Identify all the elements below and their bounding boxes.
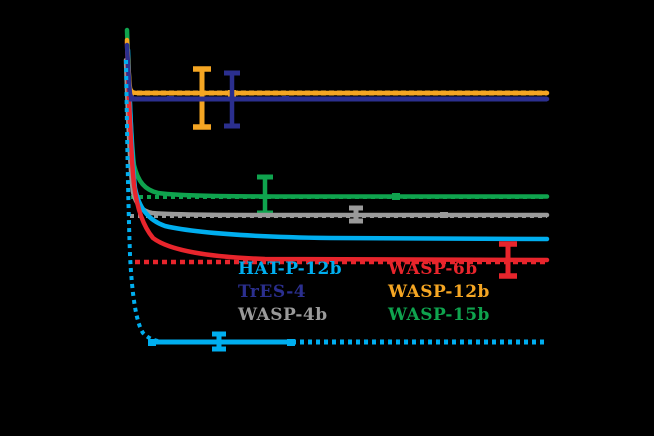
legend-item-wasp-15b: WASP-15b — [388, 305, 490, 325]
series-wasp-6b — [124, 39, 550, 279]
legend-item-wasp-12b: WASP-12b — [388, 282, 490, 302]
errorbar-wasp-6b — [499, 241, 517, 279]
series-hat-p-12b-upper — [125, 47, 550, 242]
curve-hat-p-12b-lower-dotted — [124, 59, 169, 344]
series-tres-4 — [124, 42, 550, 129]
legend: HAT-P-12b WASP-6b TrES-4 WASP-12b WASP-4… — [238, 258, 538, 327]
marker-hat-p-12b-lower-b — [287, 339, 295, 346]
curve-wasp-4b — [123, 57, 550, 218]
marker-wasp-4b — [440, 212, 448, 218]
curve-wasp-6b — [124, 39, 550, 263]
curve-wasp-15b — [124, 27, 550, 199]
curve-hat-p-12b-upper — [125, 47, 550, 242]
legend-item-hat-p-12b: HAT-P-12b — [238, 259, 343, 279]
curve-wasp-12b — [124, 37, 550, 96]
series-hat-p-12b-lower — [124, 59, 547, 352]
series-wasp-12b — [124, 37, 550, 130]
marker-tres-4 — [167, 96, 174, 101]
legend-item-tres-4: TrES-4 — [238, 282, 307, 302]
legend-item-wasp-6b: WASP-6b — [388, 259, 478, 279]
marker-hat-p-12b-lower-a — [148, 339, 156, 346]
marker-wasp-15b — [392, 193, 400, 200]
series-wasp-15b — [124, 27, 550, 216]
errorbar-wasp-4b — [349, 205, 363, 224]
errorbar-tres-4 — [224, 70, 240, 129]
legend-item-wasp-4b: WASP-4b — [238, 305, 328, 325]
errorbar-hat-p-12b-lower — [212, 331, 226, 352]
marker2-tres-4 — [282, 96, 289, 101]
